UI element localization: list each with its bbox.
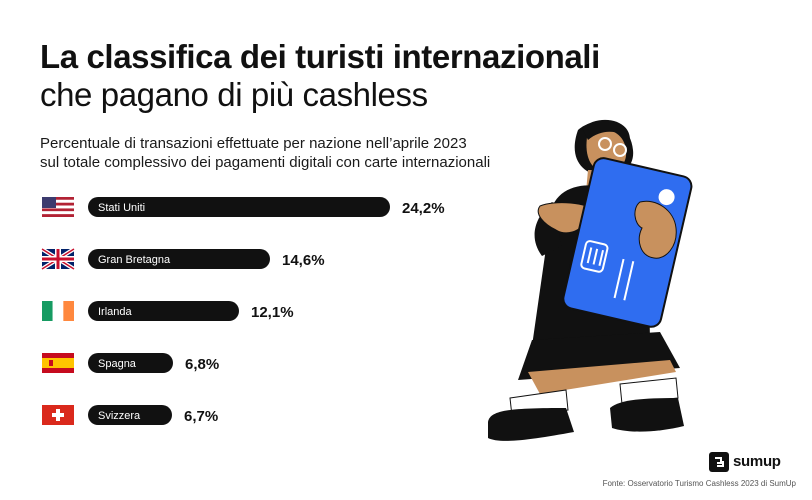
bar-category-label: Spagna <box>98 358 137 370</box>
bar-value-label: 6,8% <box>185 356 219 373</box>
ireland-flag-icon <box>42 301 74 321</box>
bar-value-label: 12,1% <box>251 304 294 321</box>
source-note: Fonte: Osservatorio Turismo Cashless 202… <box>602 479 796 488</box>
subtitle-line-2: sul totale complessivo dei pagamenti dig… <box>40 154 491 171</box>
sumup-logo: sumup <box>709 452 793 472</box>
bar-category-label: Irlanda <box>98 306 133 318</box>
bar-gran-bretagna <box>88 249 270 269</box>
sumup-logo-icon <box>709 452 729 472</box>
bar-value-label: 14,6% <box>282 252 325 269</box>
chart-title-line-2: che pagano di più cashless <box>40 76 428 113</box>
bar-category-label: Gran Bretagna <box>98 254 171 266</box>
bar-value-label: 6,7% <box>184 408 218 425</box>
switzerland-flag-icon <box>42 405 74 425</box>
bar-svizzera <box>88 405 172 425</box>
us-flag-icon <box>42 197 74 217</box>
spain-flag-icon <box>42 353 74 373</box>
bar-category-label: Svizzera <box>98 410 141 422</box>
bar-spagna <box>88 353 173 373</box>
bar-stati-uniti <box>88 197 390 217</box>
sumup-logo-text: sumup <box>733 453 781 470</box>
chart-title-line-1: La classifica dei turisti internazionali <box>40 38 600 75</box>
chart-subtitle: Percentuale di transazioni effettuate pe… <box>40 134 490 172</box>
subtitle-line-1: Percentuale di transazioni effettuate pe… <box>40 135 467 152</box>
person-with-card-illustration <box>488 119 693 441</box>
bar-value-label: 24,2% <box>402 200 445 217</box>
uk-flag-icon <box>40 247 76 271</box>
bar-irlanda <box>88 301 239 321</box>
bar-category-label: Stati Uniti <box>98 202 145 214</box>
